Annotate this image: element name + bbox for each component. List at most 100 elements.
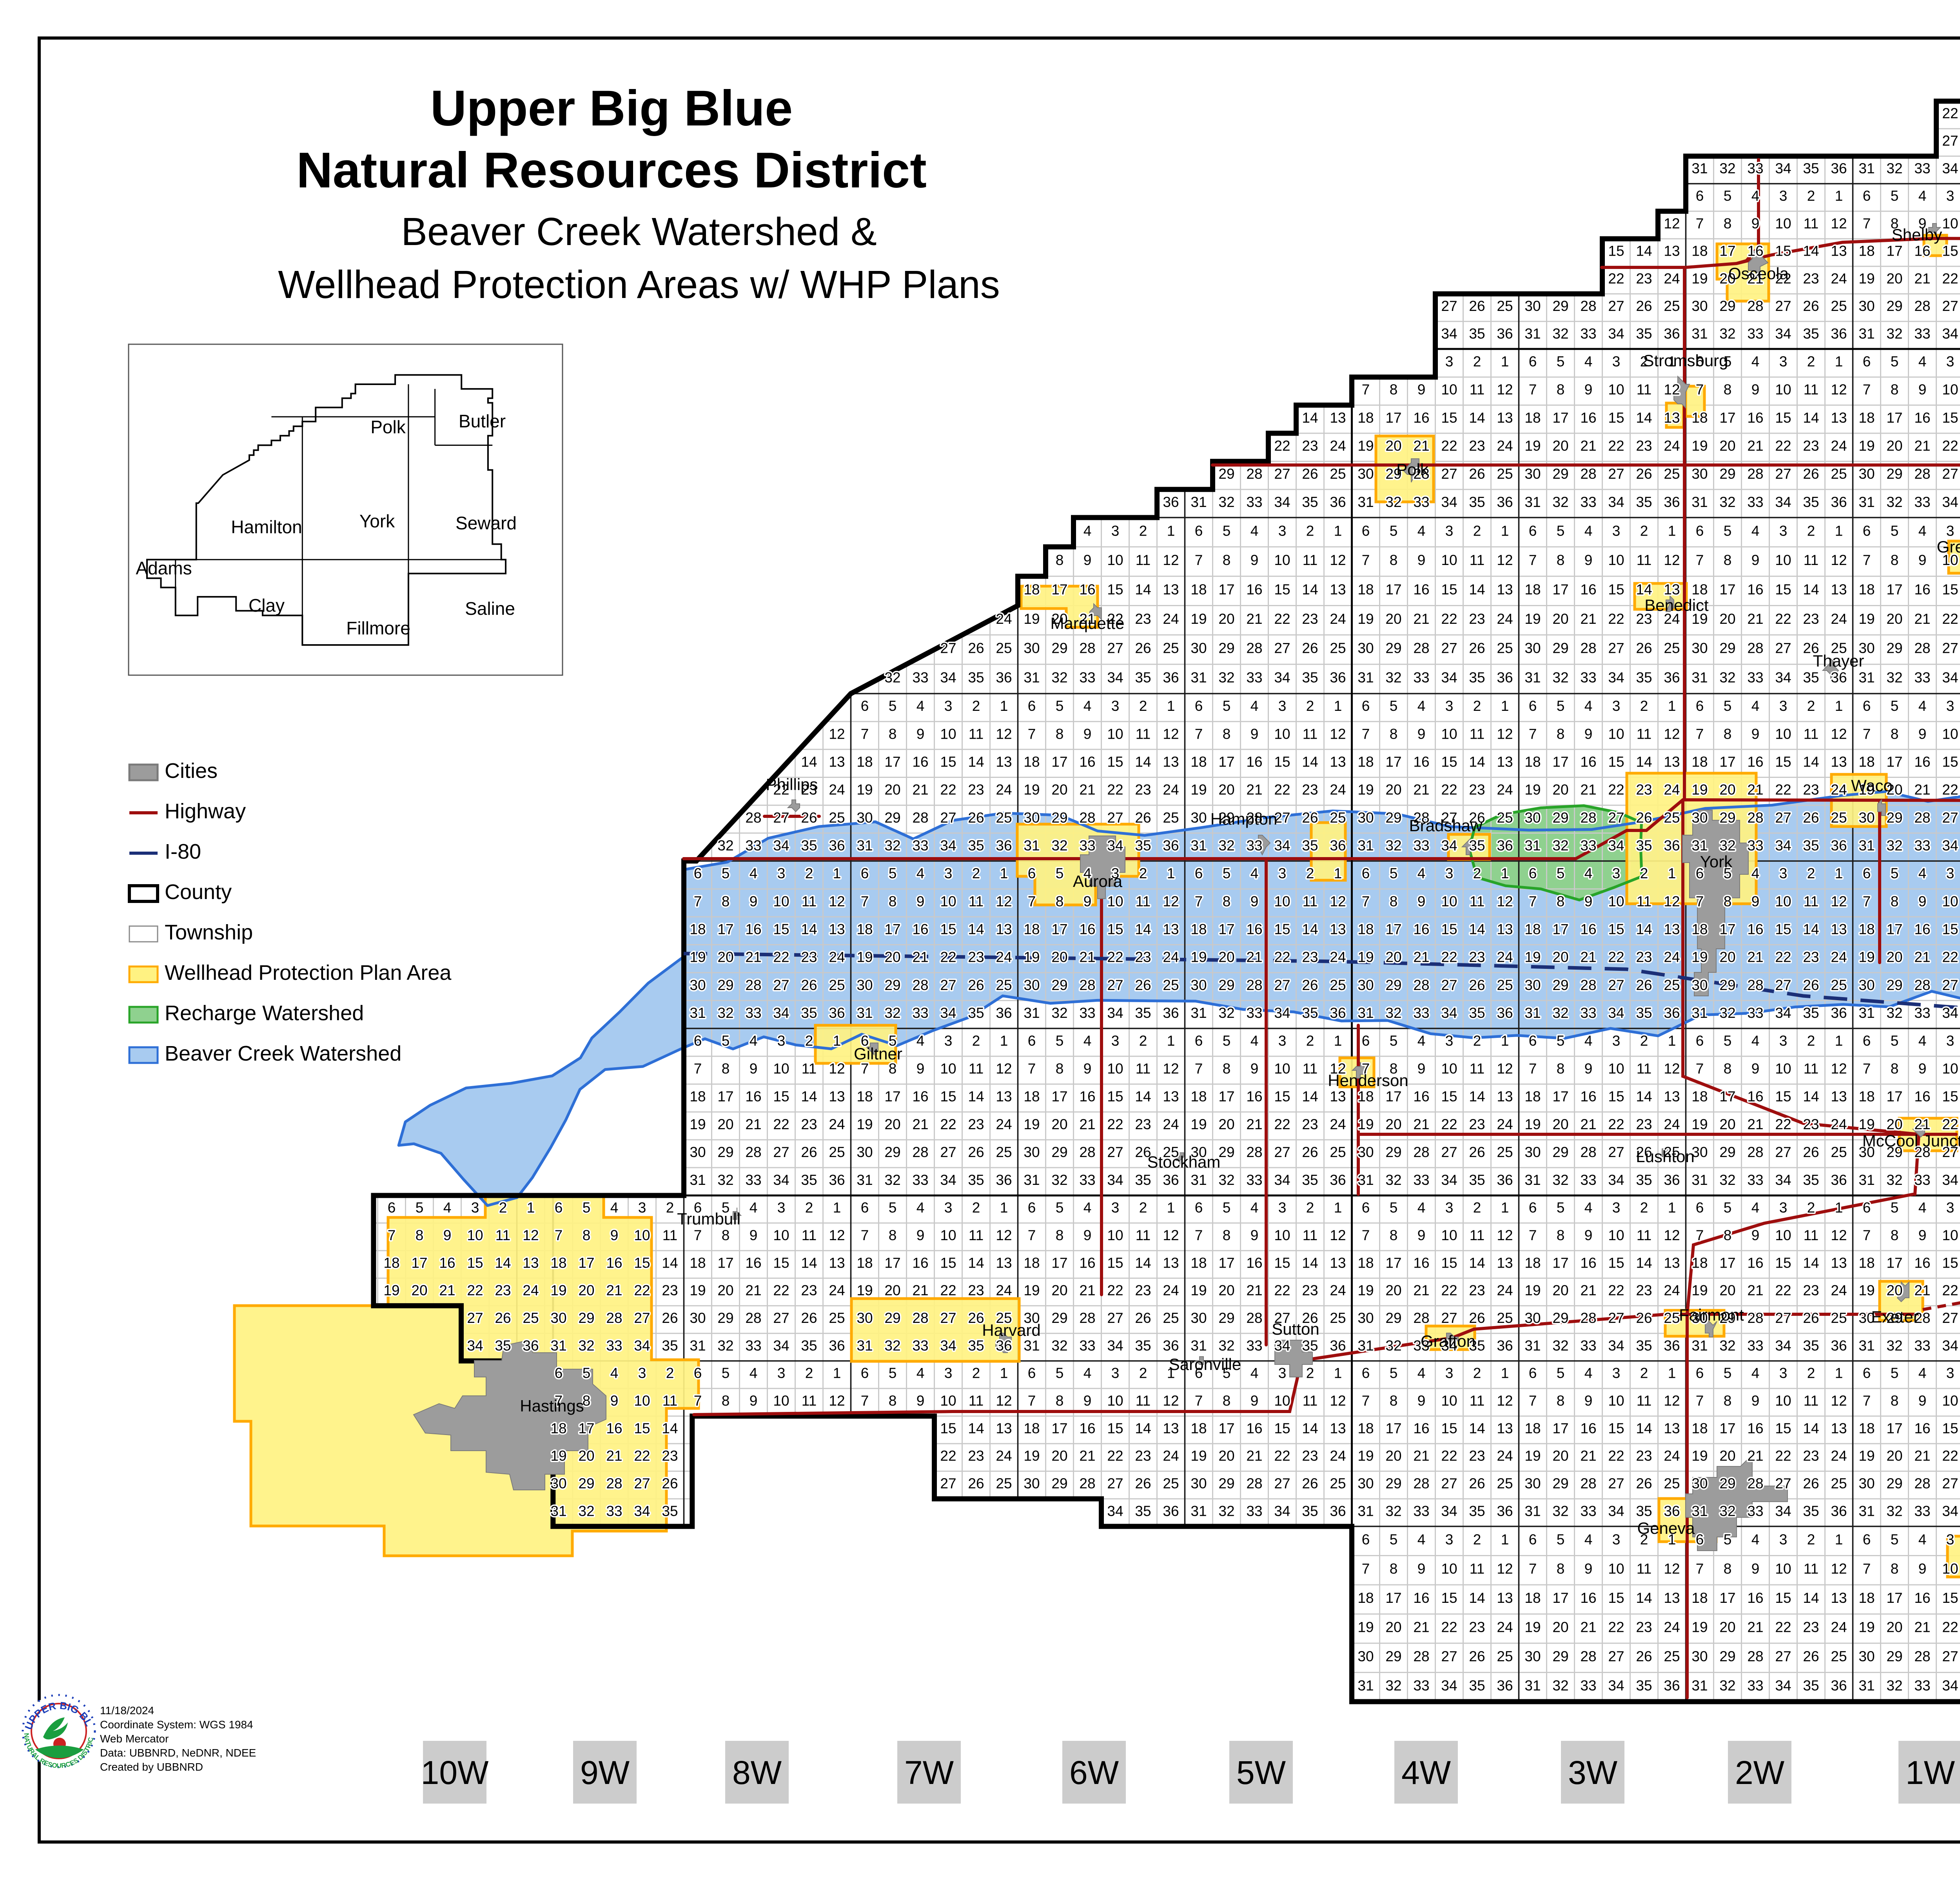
svg-text:30: 30 [857, 977, 873, 993]
svg-text:36: 36 [1497, 1172, 1513, 1188]
svg-text:York: York [1700, 852, 1733, 871]
svg-text:15: 15 [1441, 1590, 1457, 1606]
svg-text:27: 27 [1441, 1310, 1457, 1326]
svg-text:20: 20 [1886, 271, 1902, 287]
svg-text:30: 30 [1024, 1475, 1040, 1491]
svg-text:17: 17 [1051, 1255, 1067, 1271]
svg-text:25: 25 [1330, 1310, 1346, 1326]
svg-text:Saline: Saline [465, 598, 515, 619]
svg-text:22: 22 [634, 1448, 650, 1464]
svg-text:27: 27 [940, 1475, 956, 1491]
svg-text:12: 12 [829, 893, 845, 909]
svg-text:2: 2 [805, 1033, 813, 1049]
svg-text:7: 7 [861, 893, 869, 909]
svg-text:19: 19 [1024, 782, 1040, 798]
svg-text:4: 4 [1918, 698, 1927, 714]
svg-text:7: 7 [1028, 1393, 1036, 1409]
svg-text:14: 14 [1302, 1255, 1318, 1271]
svg-text:34: 34 [634, 1337, 650, 1353]
svg-text:34: 34 [1942, 160, 1958, 176]
svg-text:21: 21 [1079, 1448, 1095, 1464]
svg-text:22: 22 [773, 1283, 789, 1299]
svg-text:15: 15 [1942, 410, 1958, 426]
svg-text:1: 1 [833, 1365, 841, 1381]
svg-text:28: 28 [1246, 1310, 1262, 1326]
svg-text:17: 17 [884, 754, 900, 770]
svg-text:4: 4 [610, 1200, 619, 1216]
svg-text:7: 7 [1529, 381, 1537, 398]
svg-text:12: 12 [996, 726, 1012, 742]
svg-text:24: 24 [1831, 1619, 1847, 1635]
svg-text:36: 36 [1330, 1337, 1346, 1353]
svg-text:36: 36 [1163, 1337, 1179, 1353]
svg-text:11: 11 [495, 1227, 510, 1243]
svg-text:22: 22 [1274, 1116, 1290, 1132]
svg-text:5: 5 [889, 865, 897, 881]
svg-text:28: 28 [1580, 640, 1596, 656]
svg-text:36: 36 [1330, 494, 1346, 510]
svg-text:19: 19 [550, 1448, 566, 1464]
svg-text:35: 35 [1469, 1005, 1485, 1021]
svg-text:24: 24 [996, 1448, 1012, 1464]
svg-text:22: 22 [1775, 271, 1791, 287]
svg-text:27: 27 [1942, 133, 1958, 149]
svg-text:32: 32 [1552, 670, 1568, 686]
svg-text:8: 8 [1223, 1227, 1231, 1243]
svg-text:3: 3 [1445, 698, 1454, 714]
svg-text:9: 9 [1584, 726, 1593, 742]
svg-text:27: 27 [773, 810, 789, 826]
svg-text:6: 6 [1863, 1033, 1871, 1049]
svg-text:34: 34 [1942, 837, 1958, 854]
svg-text:24: 24 [1831, 782, 1847, 798]
svg-text:35: 35 [1302, 494, 1318, 510]
svg-text:3: 3 [1612, 865, 1621, 881]
svg-text:33: 33 [1747, 160, 1763, 176]
svg-text:24: 24 [1497, 1116, 1513, 1132]
svg-text:6: 6 [1863, 1200, 1871, 1216]
svg-text:18: 18 [1691, 1088, 1708, 1104]
svg-text:15: 15 [1942, 1420, 1958, 1436]
svg-text:10: 10 [1942, 552, 1958, 568]
svg-text:26: 26 [1636, 1310, 1652, 1326]
svg-text:1: 1 [833, 865, 841, 881]
svg-text:1: 1 [1835, 1200, 1843, 1216]
svg-text:27: 27 [1107, 1475, 1123, 1491]
svg-text:30: 30 [550, 1475, 566, 1491]
svg-text:12: 12 [1664, 726, 1680, 742]
svg-text:10: 10 [1608, 726, 1624, 742]
svg-text:19: 19 [1524, 1448, 1541, 1464]
svg-text:29: 29 [1886, 1144, 1902, 1160]
svg-text:15: 15 [1775, 1420, 1791, 1436]
svg-text:15: 15 [1775, 921, 1791, 937]
svg-text:21: 21 [1747, 1283, 1763, 1299]
svg-text:18: 18 [1191, 581, 1207, 598]
svg-text:10: 10 [1274, 893, 1290, 909]
svg-text:18: 18 [1524, 754, 1541, 770]
svg-text:21: 21 [1246, 949, 1262, 965]
svg-text:15: 15 [1608, 1590, 1624, 1606]
svg-text:25: 25 [1330, 977, 1346, 993]
svg-text:29: 29 [1719, 1648, 1735, 1664]
svg-text:3: 3 [1612, 1531, 1621, 1548]
svg-text:1: 1 [1334, 1200, 1342, 1216]
svg-text:22: 22 [1942, 1116, 1958, 1132]
svg-text:14: 14 [495, 1255, 511, 1271]
svg-text:19: 19 [1524, 1116, 1541, 1132]
svg-text:32: 32 [1886, 1172, 1902, 1188]
svg-text:20: 20 [884, 949, 900, 965]
svg-text:6: 6 [388, 1200, 396, 1216]
svg-text:2: 2 [1473, 1200, 1481, 1216]
svg-text:29: 29 [884, 1144, 900, 1160]
svg-text:24: 24 [1497, 1448, 1513, 1464]
svg-text:17: 17 [1385, 581, 1401, 598]
svg-text:28: 28 [1246, 466, 1262, 482]
svg-text:23: 23 [1803, 1448, 1819, 1464]
svg-text:32: 32 [1719, 325, 1735, 342]
svg-text:25: 25 [1330, 640, 1346, 656]
svg-text:4: 4 [1584, 865, 1593, 881]
svg-text:3: 3 [1946, 1365, 1955, 1381]
svg-text:16: 16 [1580, 921, 1596, 937]
svg-text:27: 27 [1274, 466, 1290, 482]
svg-text:19: 19 [1858, 949, 1875, 965]
svg-text:11: 11 [1303, 1393, 1318, 1409]
